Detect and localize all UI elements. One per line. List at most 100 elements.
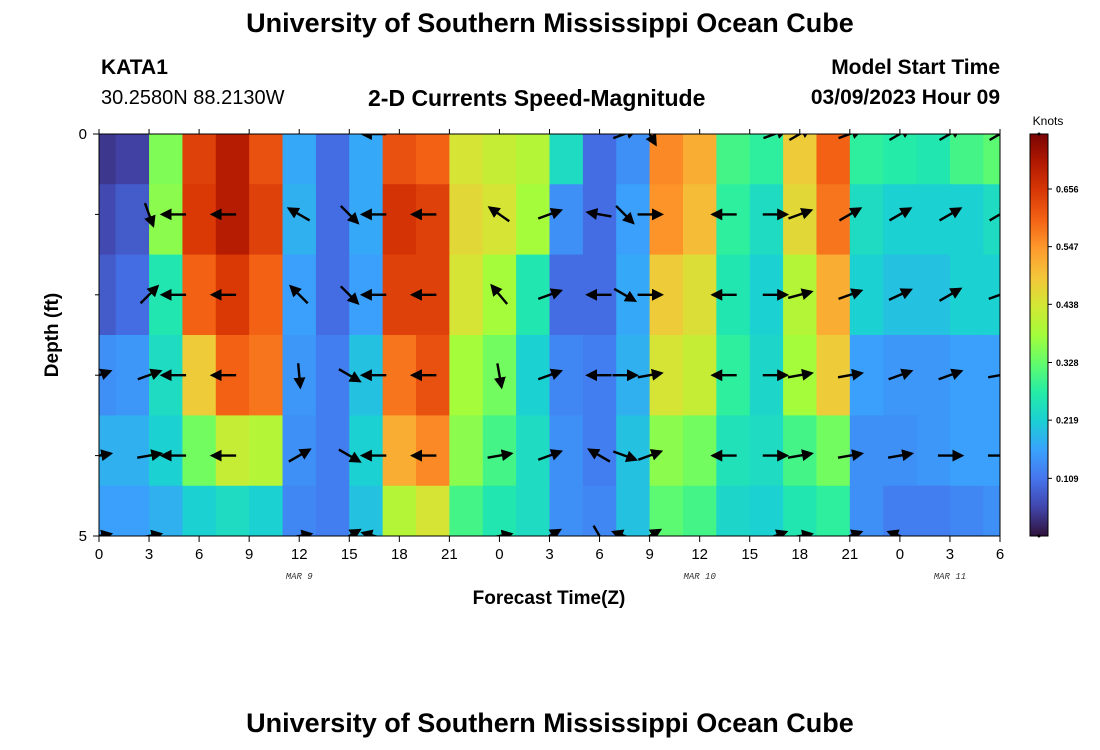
heatmap-cell	[582, 485, 617, 536]
x-tick-label: 0	[495, 546, 503, 563]
heatmap-cell	[315, 184, 350, 256]
heatmap-cell	[549, 485, 584, 536]
current-vector-arrow	[837, 368, 865, 381]
current-vector-arrow	[988, 293, 1000, 301]
heatmap-cell	[249, 184, 284, 256]
current-vector-arrow	[938, 287, 963, 302]
date-label: MAR 10	[683, 572, 716, 582]
current-vector-arrow	[139, 284, 160, 305]
current-vector-arrow	[142, 529, 164, 536]
current-vector-arrow	[493, 363, 506, 390]
heatmap-cell	[949, 335, 984, 416]
heatmap-cell	[349, 485, 384, 536]
chart-title: University of Southern Mississippi Ocean…	[246, 8, 854, 38]
current-vector-arrow	[547, 528, 562, 536]
heatmap-cell	[983, 134, 1000, 185]
heatmap-cell	[949, 134, 984, 185]
colorbar-tick-label: 0.328	[1056, 358, 1079, 368]
heatmap-cell	[716, 415, 751, 487]
current-vector-arrow	[615, 205, 635, 225]
current-vector-arrow	[339, 285, 360, 305]
current-vector-arrow	[137, 368, 163, 381]
heatmap-cell	[382, 415, 417, 487]
heatmap-cell	[849, 184, 884, 256]
heatmap-cell	[349, 415, 384, 487]
heatmap-cell	[449, 254, 484, 336]
current-vector-arrow	[613, 287, 638, 302]
current-vector-arrow	[938, 207, 963, 222]
current-vector-arrow	[592, 525, 607, 536]
heatmap-cell	[182, 415, 217, 487]
heatmap-cell	[149, 134, 184, 185]
heatmap-cell	[949, 415, 984, 487]
heatmap-cell	[382, 184, 417, 256]
current-vector-arrow	[637, 449, 664, 461]
heatmap-cell	[783, 415, 818, 487]
current-vector-arrow	[989, 207, 1000, 222]
heatmap-cell	[115, 134, 150, 185]
colorbar-end-dot	[1037, 132, 1041, 136]
colorbar-label: Knots	[1033, 114, 1064, 128]
heatmap-cell	[516, 485, 551, 536]
current-vector-arrow	[537, 288, 564, 301]
heatmap-cell	[115, 335, 150, 416]
heatmap-cell	[182, 335, 217, 416]
heatmap-cell	[182, 254, 217, 336]
heatmap-cell	[883, 184, 918, 256]
heatmap-cell	[482, 415, 517, 487]
model-start-value: 03/09/2023 Hour 09	[810, 86, 1000, 109]
heatmap-cell	[682, 134, 717, 185]
current-vector-arrow	[487, 449, 514, 462]
heatmap-cell	[682, 184, 717, 256]
heatmap-cell	[549, 254, 584, 336]
heatmap-cell	[716, 184, 751, 256]
x-tick-label: 3	[545, 546, 553, 563]
heatmap-cell	[282, 485, 317, 536]
heatmap-cell	[582, 415, 617, 487]
current-vector-arrow	[792, 529, 814, 536]
current-vector-arrow	[537, 368, 564, 381]
station-coordinates: 30.2580N 88.2130W	[101, 87, 285, 109]
heatmap-cell	[849, 415, 884, 487]
heatmap-cell	[916, 335, 951, 416]
current-vector-arrow	[143, 202, 156, 228]
current-vector-arrow	[339, 205, 360, 225]
current-vector-arrow	[837, 449, 865, 462]
heatmap-cell	[249, 335, 284, 416]
station-id: KATA1	[101, 56, 168, 79]
heatmap-cell	[682, 485, 717, 536]
heatmap-cell	[482, 184, 517, 256]
heatmap-cell	[816, 485, 851, 536]
footer-title: University of Southern Mississippi Ocean…	[246, 708, 854, 738]
heatmap-cell	[182, 485, 217, 536]
y-axis: 05	[79, 126, 99, 545]
x-tick-label: 9	[645, 546, 653, 563]
heatmap-cell	[816, 184, 851, 256]
colorbar-end-dot	[1037, 534, 1041, 538]
heatmap-cell	[883, 415, 918, 487]
heatmap-cell	[449, 415, 484, 487]
current-vector-arrow	[99, 368, 113, 381]
heatmap-cell	[315, 134, 350, 185]
current-vector-arrow	[99, 529, 114, 536]
colorbar-ramp	[1029, 133, 1049, 537]
heatmap-cell	[115, 415, 150, 487]
current-vector-arrow	[360, 529, 379, 536]
current-vector-arrow	[888, 134, 913, 142]
colorbar-tick-label: 0.109	[1056, 474, 1079, 484]
heatmap-cell	[616, 415, 651, 487]
heatmap-cell	[682, 415, 717, 487]
current-vector-arrow	[492, 529, 514, 536]
heatmap-cell	[282, 184, 317, 256]
heatmap-cell	[99, 415, 117, 487]
current-vector-arrow	[537, 207, 564, 220]
current-vector-arrow	[99, 449, 114, 462]
heatmap-cell	[115, 184, 150, 256]
heatmap-cell	[382, 485, 417, 536]
heatmap-cell	[916, 134, 951, 185]
heatmap-cell	[149, 485, 184, 536]
heatmap-cell	[249, 485, 284, 536]
current-vector-arrow	[838, 288, 864, 301]
current-vector-arrow	[888, 288, 913, 301]
heatmap-cell	[616, 184, 651, 256]
